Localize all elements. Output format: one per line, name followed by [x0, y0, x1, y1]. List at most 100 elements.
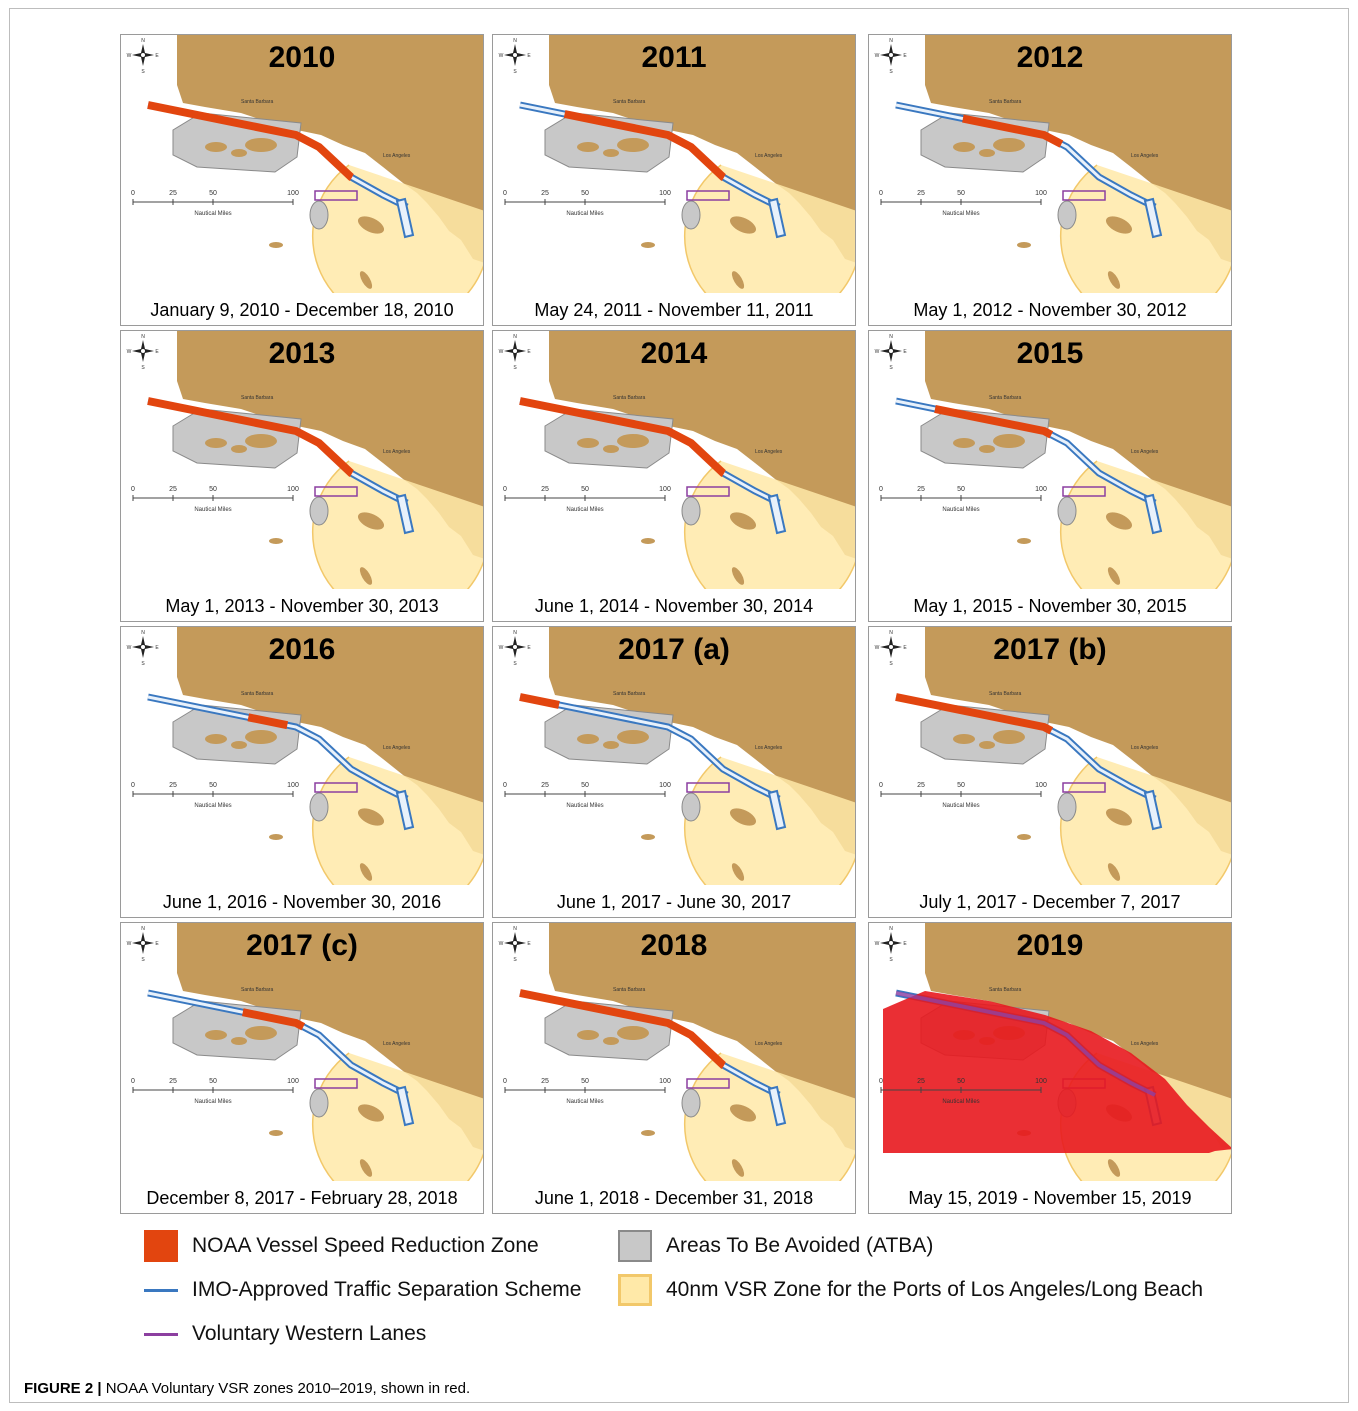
coastline-land [177, 331, 483, 559]
atba-circle [309, 792, 329, 822]
compass-n-label: N [513, 926, 517, 932]
western-lanes [686, 782, 730, 793]
los-angeles-label: Los Angeles [1131, 1041, 1159, 1047]
map-svg: Santa Barbara Los Angeles 0 25 50 100 Nautical… [127, 627, 483, 885]
compass-center [889, 941, 893, 945]
island [641, 1130, 655, 1136]
scale-tick-label: 100 [287, 782, 299, 789]
scale-units-label: Nautical Miles [194, 507, 231, 513]
atba-circle [309, 1088, 329, 1118]
map-panel: Santa Barbara Los Angeles 0 25 50 100 Nautical… [492, 330, 856, 622]
scale-tick-label: 100 [1035, 1078, 1047, 1085]
tss-south-lane [767, 197, 787, 239]
compass-center [513, 941, 517, 945]
island [357, 808, 385, 826]
panel-date-range: May 1, 2012 - November 30, 2012 [913, 300, 1187, 320]
atba-circle [1057, 792, 1077, 822]
island [603, 1037, 619, 1045]
map-panel: Santa Barbara Los Angeles 0 25 50 100 Nautical… [120, 34, 484, 326]
scale-tick-label: 0 [503, 486, 507, 493]
map-panel: Santa Barbara Los Angeles 0 25 50 100 Nautical… [492, 922, 856, 1214]
legend-tss: IMO-Approved Traffic Separation Scheme [144, 1274, 581, 1306]
scale-tick-label: 25 [541, 190, 549, 197]
scale-tick-label: 50 [581, 190, 589, 197]
atba-circle [1057, 200, 1077, 230]
tss-south-lane [767, 1085, 787, 1127]
vsr-2019-zone [883, 991, 1231, 1153]
scale-tick-label: 25 [169, 1078, 177, 1085]
compass-s-label: S [141, 661, 145, 667]
santa-barbara-label: Santa Barbara [989, 99, 1021, 105]
scale-units-label: Nautical Miles [566, 1099, 603, 1105]
santa-barbara-label: Santa Barbara [613, 99, 645, 105]
panel-date-range: June 1, 2017 - June 30, 2017 [556, 892, 792, 912]
scale-tick-label: 25 [541, 486, 549, 493]
scale-tick-label: 25 [917, 782, 925, 789]
tss-south-lane [395, 1085, 415, 1127]
scale-tick-label: 0 [879, 190, 883, 197]
tss-south-lane [395, 493, 415, 535]
compass-w-label: W [499, 645, 504, 651]
map-svg: Santa Barbara Los Angeles 0 25 50 100 Nautical… [875, 923, 1231, 1181]
scale-units-label: Nautical Miles [942, 803, 979, 809]
compass-n-label: N [141, 926, 145, 932]
scale-tick-label: 25 [169, 190, 177, 197]
legend-tss-label: IMO-Approved Traffic Separation Scheme [192, 1278, 582, 1301]
scale-tick-label: 100 [1035, 190, 1047, 197]
compass-e-label: E [155, 349, 159, 355]
map-svg: Santa Barbara Los Angeles 0 25 50 100 Nautical… [127, 331, 483, 589]
legend-zone40: 40nm VSR Zone for the Ports of Los Angel… [618, 1274, 1203, 1306]
compass-e-label: E [903, 941, 907, 947]
compass-e-label: E [155, 53, 159, 59]
scale-tick-label: 0 [879, 486, 883, 493]
island [979, 741, 995, 749]
scale-tick-label: 100 [287, 486, 299, 493]
scale-tick-label: 25 [541, 1078, 549, 1085]
island [357, 1104, 385, 1122]
legend-tss-line [144, 1288, 178, 1292]
panel-date-range: December 8, 2017 - February 28, 2018 [146, 1188, 458, 1208]
legend-vsr-swatch [144, 1230, 178, 1262]
scale-tick-label: 100 [659, 190, 671, 197]
island [1107, 567, 1121, 585]
compass-center [513, 349, 517, 353]
coastline-land [549, 331, 855, 559]
legend-zone40-swatch [618, 1274, 652, 1306]
compass-w-label: W [127, 349, 132, 355]
scale-tick-label: 100 [287, 190, 299, 197]
los-angeles-label: Los Angeles [755, 449, 783, 455]
lanes-overlay [895, 991, 1156, 1097]
map-panel: Santa Barbara Los Angeles 0 25 50 100 Nautical… [492, 626, 856, 918]
atba-circle [681, 792, 701, 822]
panel-date-range: May 24, 2011 - November 11, 2011 [534, 300, 814, 320]
scale-tick-label: 0 [503, 190, 507, 197]
island [617, 1026, 649, 1040]
coastline-land [177, 627, 483, 855]
map-panel: Santa Barbara Los Angeles 0 25 50 100 Nautical… [868, 626, 1232, 918]
compass-n-label: N [889, 334, 893, 340]
tss-south-lane [395, 789, 415, 831]
legend-lanes-line [144, 1332, 178, 1336]
island [245, 434, 277, 448]
island [617, 730, 649, 744]
santa-barbara-label: Santa Barbara [613, 395, 645, 401]
scale-tick-label: 100 [659, 782, 671, 789]
island [729, 808, 757, 826]
scale-tick-label: 50 [209, 190, 217, 197]
compass-n-label: N [513, 38, 517, 44]
map-svg: Santa Barbara Los Angeles 0 25 50 100 Nautical… [499, 35, 855, 293]
los-angeles-label: Los Angeles [755, 1041, 783, 1047]
los-angeles-label: Los Angeles [1131, 153, 1159, 159]
coastline-land [925, 331, 1231, 559]
compass-icon: N E W S [499, 926, 532, 963]
compass-n-label: N [889, 630, 893, 636]
compass-w-label: W [127, 645, 132, 651]
compass-s-label: S [889, 661, 893, 667]
western-lanes [1062, 782, 1106, 793]
scale-tick-label: 0 [503, 782, 507, 789]
legend-atba-label: Areas To Be Avoided (ATBA) [666, 1234, 934, 1257]
island [577, 734, 599, 744]
scale-tick-label: 0 [879, 1078, 883, 1085]
scale-tick-label: 25 [917, 1078, 925, 1085]
island [577, 1030, 599, 1040]
